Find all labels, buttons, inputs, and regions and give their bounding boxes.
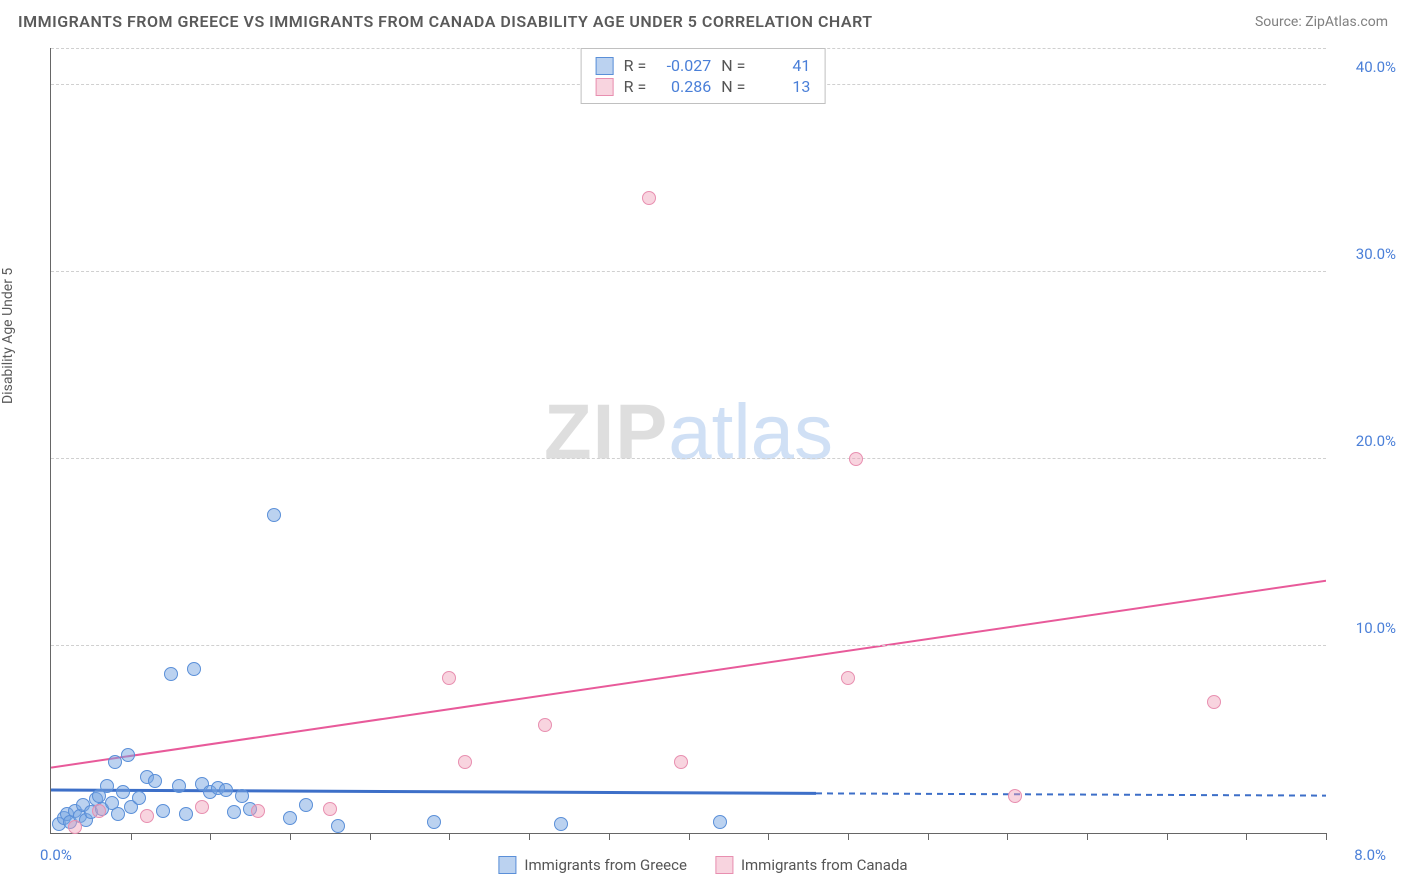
data-point <box>713 815 727 829</box>
grid-line <box>51 458 1326 459</box>
data-point <box>283 811 297 825</box>
data-point <box>92 804 106 818</box>
grid-line <box>51 271 1326 272</box>
x-tick <box>370 833 371 840</box>
data-point <box>235 789 249 803</box>
trend-lines <box>51 48 1326 833</box>
x-tick <box>1007 833 1008 840</box>
chart-title: IMMIGRANTS FROM GREECE VS IMMIGRANTS FRO… <box>18 12 873 31</box>
legend-label-canada: Immigrants from Canada <box>741 856 908 874</box>
data-point <box>251 804 265 818</box>
data-point <box>227 805 241 819</box>
source-label: Source: ZipAtlas.com <box>1255 14 1388 30</box>
data-point <box>849 452 863 466</box>
swatch-pink-icon <box>596 78 614 96</box>
swatch-blue-icon <box>498 856 516 874</box>
r-label: R = <box>624 56 647 75</box>
data-point <box>554 817 568 831</box>
x-tick <box>290 833 291 840</box>
x-tick <box>529 833 530 840</box>
x-tick <box>1246 833 1247 840</box>
data-point <box>642 191 656 205</box>
data-point <box>179 807 193 821</box>
data-point <box>299 798 313 812</box>
series-legend: Immigrants from Greece Immigrants from C… <box>498 856 907 874</box>
x-axis-start-label: 0.0% <box>40 846 72 864</box>
x-tick <box>848 833 849 840</box>
x-tick <box>1167 833 1168 840</box>
y-tick-label: 10.0% <box>1336 619 1396 637</box>
data-point <box>140 809 154 823</box>
legend-label-greece: Immigrants from Greece <box>524 856 687 874</box>
data-point <box>100 779 114 793</box>
y-axis-label: Disability Age Under 5 <box>0 268 16 404</box>
legend-row-greece: R = -0.027 N = 41 <box>596 55 811 76</box>
data-point <box>323 802 337 816</box>
data-point <box>841 671 855 685</box>
x-tick <box>609 833 610 840</box>
x-tick <box>1087 833 1088 840</box>
legend-row-canada: R = 0.286 N = 13 <box>596 76 811 97</box>
n-label: N = <box>721 56 745 75</box>
n-value-canada: 13 <box>755 77 810 96</box>
data-point <box>674 755 688 769</box>
x-tick <box>210 833 211 840</box>
data-point <box>68 820 82 834</box>
scatter-plot: ZIPatlas 10.0%20.0%30.0%40.0% <box>50 48 1326 834</box>
x-tick <box>1326 833 1327 840</box>
x-tick <box>928 833 929 840</box>
data-point <box>267 508 281 522</box>
data-point <box>111 807 125 821</box>
r-label: R = <box>624 77 647 96</box>
data-point <box>164 667 178 681</box>
data-point <box>1008 789 1022 803</box>
swatch-pink-icon <box>715 856 733 874</box>
data-point <box>108 755 122 769</box>
legend-item-greece: Immigrants from Greece <box>498 856 687 874</box>
data-point <box>187 662 201 676</box>
x-tick <box>689 833 690 840</box>
x-tick <box>768 833 769 840</box>
data-point <box>172 779 186 793</box>
n-value-greece: 41 <box>755 56 810 75</box>
data-point <box>116 785 130 799</box>
data-point <box>156 804 170 818</box>
data-point <box>148 774 162 788</box>
correlation-legend: R = -0.027 N = 41 R = 0.286 N = 13 <box>581 48 826 104</box>
n-label: N = <box>721 77 745 96</box>
y-tick-label: 40.0% <box>1336 58 1396 76</box>
x-tick <box>131 833 132 840</box>
data-point <box>442 671 456 685</box>
legend-item-canada: Immigrants from Canada <box>715 856 908 874</box>
r-value-canada: 0.286 <box>656 77 711 96</box>
x-tick <box>449 833 450 840</box>
data-point <box>132 791 146 805</box>
y-tick-label: 30.0% <box>1336 245 1396 263</box>
data-point <box>121 748 135 762</box>
data-point <box>458 755 472 769</box>
grid-line <box>51 645 1326 646</box>
swatch-blue-icon <box>596 57 614 75</box>
watermark: ZIPatlas <box>544 386 833 477</box>
data-point <box>427 815 441 829</box>
data-point <box>195 800 209 814</box>
data-point <box>331 819 345 833</box>
data-point <box>1207 695 1221 709</box>
x-axis-end-label: 8.0% <box>1354 846 1386 864</box>
data-point <box>219 783 233 797</box>
y-tick-label: 20.0% <box>1336 432 1396 450</box>
data-point <box>538 718 552 732</box>
r-value-greece: -0.027 <box>656 56 711 75</box>
